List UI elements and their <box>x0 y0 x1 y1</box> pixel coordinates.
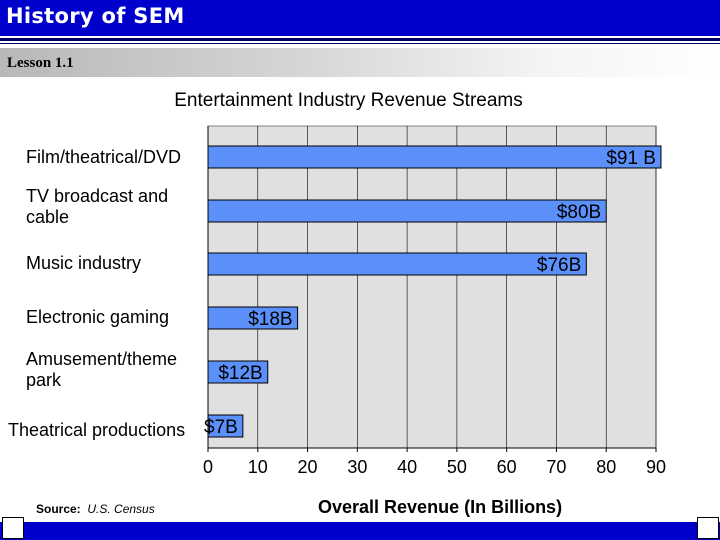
right-corner-box <box>697 517 719 539</box>
category-label-amusement: Amusement/theme park <box>26 349 178 390</box>
x-tick-label: 10 <box>248 457 268 477</box>
source-text: U.S. Census <box>87 502 155 516</box>
category-label-tv: TV broadcast and cable <box>26 186 169 227</box>
category-label-music: Music industry <box>26 253 142 273</box>
chart-title: Entertainment Industry Revenue Streams <box>174 90 523 111</box>
x-tick-label: 70 <box>546 457 566 477</box>
title-rule-thick <box>0 38 720 41</box>
slide-title: History of SEM <box>6 4 185 28</box>
bar-value-label: $18B <box>248 309 292 330</box>
lesson-label: Lesson 1.1 <box>7 55 74 71</box>
title-rule-thin <box>0 43 720 44</box>
bar-value-label: $7B <box>204 417 238 438</box>
left-corner-box <box>2 517 24 539</box>
bar <box>207 199 607 223</box>
x-tick-label: 40 <box>397 457 417 477</box>
bar-value-label: $91 B <box>606 148 656 169</box>
title-bar: History of SEM <box>0 0 720 36</box>
x-tick-label: 90 <box>646 457 666 477</box>
lesson-bar: Lesson 1.1 <box>0 48 720 77</box>
bar-value-label: $80B <box>557 202 601 223</box>
source-label: Source: <box>36 502 81 516</box>
plot-area <box>207 125 657 449</box>
x-tick-label: 0 <box>203 457 213 477</box>
x-tick-label: 50 <box>447 457 467 477</box>
x-tick-label: 30 <box>347 457 367 477</box>
x-tick-label: 80 <box>596 457 616 477</box>
x-tick-label: 60 <box>497 457 517 477</box>
bottom-bar <box>0 522 720 540</box>
x-tick-label: 20 <box>298 457 318 477</box>
x-axis-title: Overall Revenue (In Billions) <box>318 497 563 517</box>
bar <box>207 252 587 276</box>
category-label-theatrical: Theatrical productions <box>8 420 186 440</box>
category-label-film: Film/theatrical/DVD <box>26 147 182 167</box>
bar-value-label: $12B <box>218 363 262 384</box>
source-note: Source: U.S. Census <box>36 502 155 516</box>
category-label-gaming: Electronic gaming <box>26 307 170 327</box>
bar-value-label: $76B <box>537 255 581 276</box>
bar <box>207 145 662 169</box>
